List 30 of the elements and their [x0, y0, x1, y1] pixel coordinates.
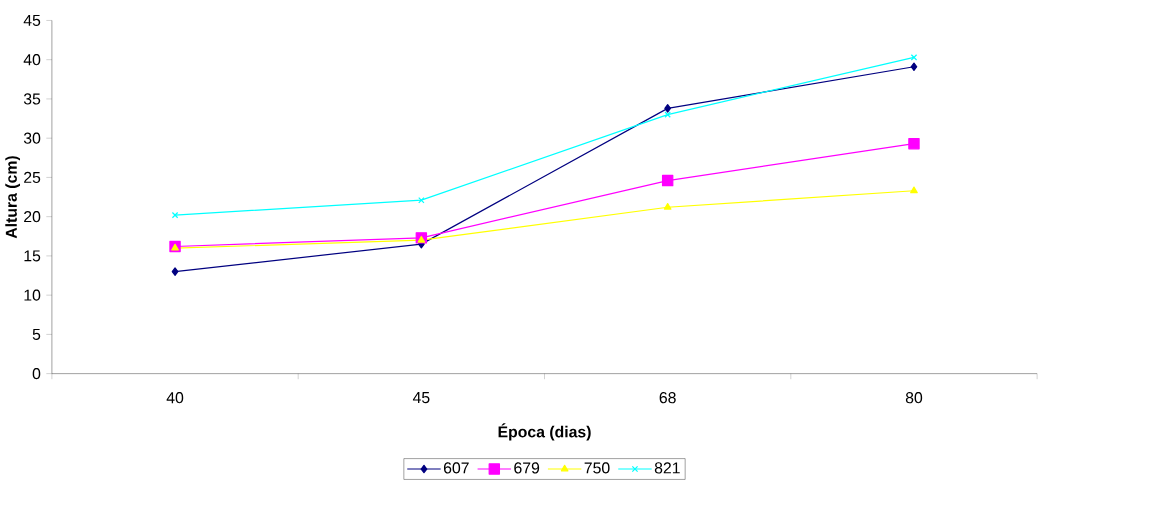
point [910, 186, 918, 194]
y-tick-label: 30 [23, 132, 41, 144]
y-tick-label: 25 [24, 171, 41, 184]
point [661, 174, 674, 187]
point [664, 104, 672, 113]
legend-label: 607 [443, 462, 469, 474]
x-tick-label: 45 [412, 392, 430, 404]
point [908, 138, 920, 150]
point [171, 267, 179, 277]
x-tick-label: 80 [905, 392, 923, 404]
point [910, 54, 918, 61]
y-axis-title: Altura (cm) [5, 156, 21, 239]
y-tick-label: 15 [24, 250, 41, 262]
y-tick-label: 20 [24, 211, 41, 223]
x-tick-label: 68 [659, 392, 676, 404]
x-axis-title: Época (dias) [498, 423, 591, 441]
y-tick-label: 10 [24, 289, 41, 301]
x-tick-label: 40 [166, 392, 184, 404]
y-tick-label: 45 [23, 15, 41, 27]
y-tick-label: 5 [32, 329, 41, 341]
legend-label: 821 [654, 462, 680, 474]
y-tick-label: 0 [32, 368, 41, 380]
point [910, 62, 918, 72]
point [663, 203, 672, 210]
y-tick-label: 35 [23, 93, 41, 105]
y-tick-label: 40 [23, 54, 41, 66]
legend-label: 750 [584, 462, 610, 474]
point [417, 236, 426, 243]
point [418, 197, 425, 204]
legend-label: 679 [514, 462, 540, 474]
